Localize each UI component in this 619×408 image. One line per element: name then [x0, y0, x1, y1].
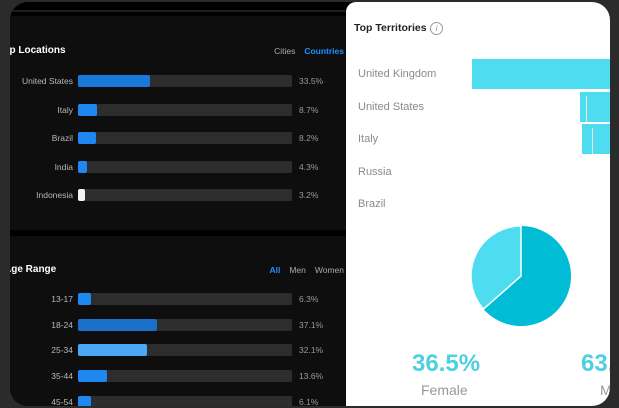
gender-pie-chart: [470, 225, 571, 326]
territory-row: United Kingdom: [346, 59, 610, 89]
card-title: Top Locations: [10, 45, 66, 56]
locations-row: United States 33.5%: [10, 74, 346, 88]
bar-fill: [78, 293, 92, 305]
territory-label: United States: [358, 100, 425, 113]
territory-label: Russia: [358, 165, 392, 178]
bar-track: [78, 75, 292, 87]
top-locations-card: Top Locations Cities Countries United Sta…: [10, 16, 346, 230]
territory-label: United Kingdom: [358, 68, 437, 80]
territory-bar: [582, 124, 610, 154]
bar-fill: [78, 370, 108, 383]
device-screen: Top Locations Cities Countries United Sta…: [10, 2, 610, 406]
filter-cities[interactable]: Cities: [274, 46, 296, 56]
bar-track: [78, 318, 292, 331]
row-label: India: [54, 161, 73, 172]
locations-row: Brazil 8.2%: [10, 131, 346, 145]
bar-track: [78, 103, 292, 116]
bar-fill: [78, 395, 92, 406]
filter-women[interactable]: Women: [314, 265, 344, 275]
row-percentage: 32.1%: [299, 345, 324, 356]
gridline: [586, 95, 587, 122]
age-filters: All Men Women: [260, 265, 344, 275]
filter-men[interactable]: Men: [289, 265, 306, 275]
bar-fill: [78, 318, 158, 331]
row-percentage: 6.1%: [299, 396, 319, 406]
age-range-card: Age Range All Men Women 13-17 6.3% 18-24 37.1…: [10, 236, 346, 406]
filter-all[interactable]: All: [269, 265, 281, 275]
territory-row: Brazil: [346, 189, 610, 219]
female-label: Female: [421, 382, 468, 398]
row-label: 13-17: [51, 294, 73, 304]
territories-title: Top Territories: [354, 22, 427, 34]
bar-fill: [78, 103, 97, 116]
bar-track: [78, 293, 292, 305]
row-percentage: 3.2%: [299, 190, 319, 200]
territory-bar: [579, 91, 610, 122]
row-percentage: 37.1%: [299, 319, 324, 330]
pie-slice-male: [483, 226, 571, 326]
bar-fill: [78, 75, 150, 87]
row-label: 18-24: [51, 319, 73, 330]
row-label: 35-44: [51, 371, 73, 382]
age-row: 45-54 6.1%: [10, 395, 346, 406]
row-percentage: 8.2%: [299, 133, 319, 143]
divider: [10, 10, 346, 12]
bar-track: [78, 344, 292, 357]
gridline: [592, 128, 593, 154]
age-row: 35-44 13.6%: [10, 369, 346, 383]
info-icon[interactable]: i: [430, 22, 443, 35]
age-row: 13-17 6.3%: [10, 292, 346, 306]
bar-track: [78, 395, 292, 406]
row-percentage: 13.6%: [299, 371, 324, 382]
row-label: United States: [21, 76, 73, 86]
bar-track: [78, 189, 292, 201]
age-row: 25-34 32.1%: [10, 343, 346, 357]
row-label: Italy: [57, 104, 73, 115]
bar-fill: [78, 189, 85, 201]
territory-label: Italy: [358, 133, 379, 145]
row-percentage: 4.3%: [299, 161, 319, 172]
bar-fill: [78, 344, 147, 357]
male-label: Male: [600, 382, 610, 398]
territory-label: Brazil: [358, 198, 386, 210]
pie-slice-female: [470, 225, 522, 311]
analytics-dark-panel: Top Locations Cities Countries United Sta…: [10, 2, 346, 406]
bar-track: [78, 370, 292, 383]
bar-fill: [78, 160, 88, 173]
row-percentage: 8.7%: [299, 104, 319, 115]
territory-row: Italy: [346, 124, 610, 154]
row-label: Indonesia: [36, 190, 73, 200]
filter-countries[interactable]: Countries: [304, 46, 344, 56]
row-percentage: 33.5%: [299, 76, 324, 86]
locations-row: Italy 8.7%: [10, 103, 346, 117]
male-percentage: 63.5%: [581, 350, 610, 377]
bar-track: [78, 160, 292, 173]
age-row: 18-24 37.1%: [10, 318, 346, 332]
locations-row: Indonesia 3.2%: [10, 188, 346, 202]
location-filters: Cities Countries: [265, 46, 344, 56]
territories-light-panel: Top Territories i United Kingdom United S…: [346, 2, 610, 406]
territory-row: United States: [346, 91, 610, 122]
row-percentage: 6.3%: [299, 294, 319, 304]
territory-bar: [472, 59, 610, 89]
locations-row: India 4.3%: [10, 160, 346, 174]
row-label: 45-54: [51, 396, 73, 406]
row-label: Brazil: [51, 133, 73, 143]
territory-row: Russia: [346, 157, 610, 187]
bar-fill: [78, 132, 96, 144]
row-label: 25-34: [51, 345, 73, 356]
female-percentage: 36.5%: [412, 350, 481, 377]
card-title: Age Range: [10, 264, 57, 275]
bar-track: [78, 132, 292, 144]
